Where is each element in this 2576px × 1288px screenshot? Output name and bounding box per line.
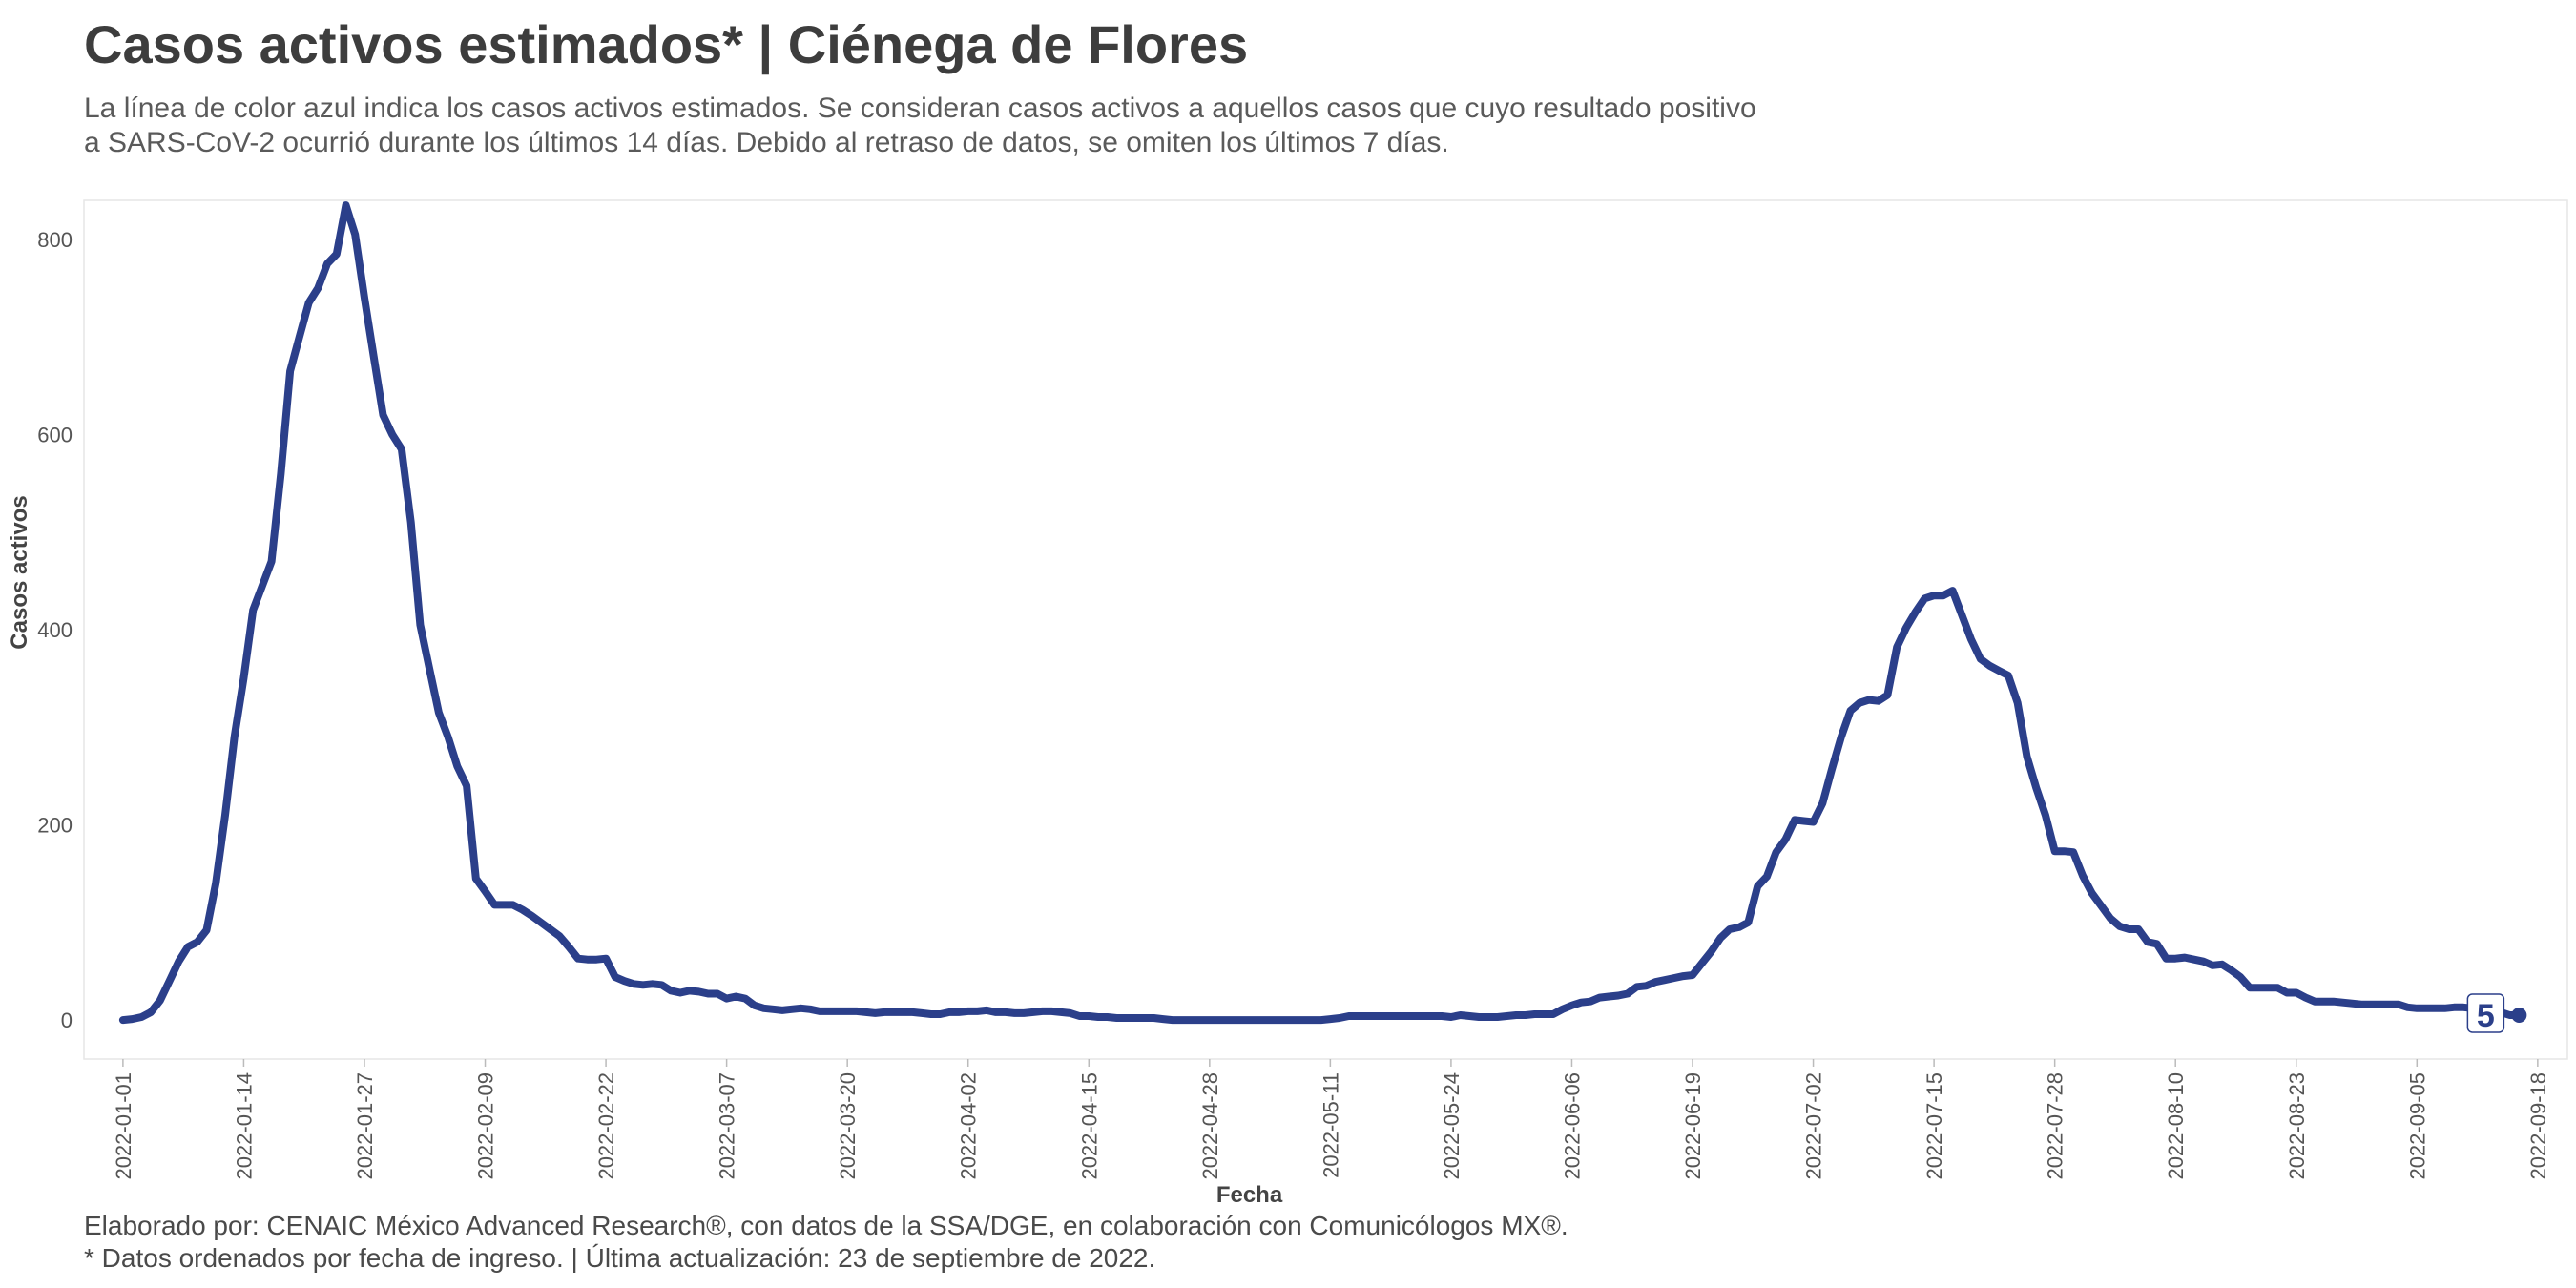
x-tick-label: 2022-08-10 (2164, 1072, 2188, 1180)
x-tick-label: 2022-04-02 (957, 1072, 981, 1180)
series-line (118, 201, 2524, 1025)
y-tick-label: 600 (37, 423, 73, 447)
subtitle-line-1: La línea de color azul indica los casos … (84, 93, 1756, 124)
x-tick-label: 2022-07-02 (1802, 1072, 1826, 1180)
x-tick-label: 2022-04-15 (1077, 1072, 1101, 1180)
x-tick-label: 2022-03-07 (716, 1072, 739, 1180)
x-tick-label: 2022-06-19 (1681, 1072, 1705, 1180)
y-axis-title: Casos activos (7, 495, 32, 649)
x-tick-label: 2022-04-28 (1198, 1072, 1222, 1180)
subtitle-line-2: a SARS-CoV-2 ocurrió durante los últimos… (84, 127, 1449, 158)
plot-panel (83, 199, 2568, 1060)
x-tick-label: 2022-07-15 (1922, 1072, 1946, 1180)
x-tick-label: 2022-07-28 (2044, 1072, 2067, 1180)
y-tick-label: 400 (37, 618, 73, 642)
x-tick-label: 2022-01-14 (232, 1072, 256, 1180)
chart-caption: Elaborado por: CENAIC México Advanced Re… (84, 1210, 1568, 1275)
x-tick-label: 2022-09-05 (2405, 1072, 2429, 1180)
chart-subtitle: La línea de color azul indica los casos … (84, 92, 1897, 160)
y-tick-label: 800 (37, 228, 73, 252)
x-tick-label: 2022-06-06 (1560, 1072, 1584, 1180)
y-tick-label: 200 (37, 814, 73, 838)
chart-title: Casos activos estimados* | Ciénega de Fl… (84, 14, 1249, 74)
x-tick-label: 2022-03-20 (836, 1072, 860, 1180)
caption-line-1: Elaborado por: CENAIC México Advanced Re… (84, 1211, 1568, 1240)
last-value-box (2466, 993, 2505, 1033)
x-tick-label: 2022-01-01 (112, 1072, 135, 1180)
caption-line-2: * Datos ordenados por fecha de ingreso. … (84, 1243, 1156, 1273)
last-point (2511, 1007, 2527, 1023)
x-tick-label: 2022-08-23 (2285, 1072, 2309, 1180)
x-tick-label: 2022-02-09 (474, 1072, 498, 1180)
x-tick-label: 2022-05-11 (1319, 1072, 1342, 1178)
x-axis-title: Fecha (1216, 1182, 1283, 1208)
x-tick-label: 2022-02-22 (594, 1072, 618, 1180)
x-tick-label: 2022-01-27 (353, 1072, 377, 1180)
x-tick-label: 2022-05-24 (1440, 1072, 1464, 1180)
y-tick-label: 0 (61, 1008, 73, 1032)
last-value-label: 5 (2477, 998, 2495, 1034)
x-tick-label: 2022-09-18 (2526, 1072, 2550, 1180)
